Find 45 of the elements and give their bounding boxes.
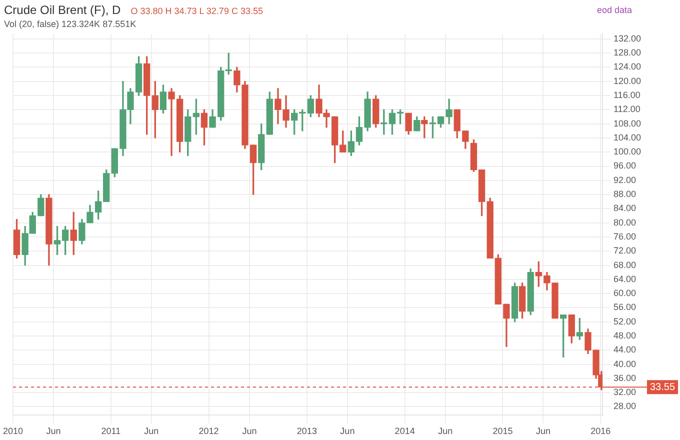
y-tick-label: 128.00 (613, 48, 642, 58)
y-tick-label: 60.00 (613, 288, 636, 298)
y-tick-label: 124.00 (613, 62, 642, 72)
y-tick-label: 52.00 (613, 316, 636, 326)
x-tick-label: 2015 (492, 426, 513, 436)
y-tick-label: 36.00 (613, 372, 636, 383)
y-tick-label: 76.00 (613, 231, 636, 242)
x-tick-label: Jun (46, 426, 61, 436)
x-tick-label: 2012 (198, 426, 219, 436)
y-tick-label: 48.00 (613, 330, 636, 340)
x-tick-label: Jun (144, 426, 159, 436)
text: O 33.80 H 34.73 L 32.79 C 33.55 (130, 6, 263, 16)
y-tick-label: 132.00 (613, 33, 642, 44)
y-tick-label: 84.00 (613, 203, 636, 214)
x-tick-label: 2016 (590, 426, 611, 436)
y-tick-label: 108.00 (613, 118, 642, 128)
y-tick-label: 28.00 (613, 401, 636, 412)
y-tick-label: 32.00 (613, 387, 636, 398)
y-tick-label: 40.00 (613, 358, 636, 369)
y-tick-label: 92.00 (613, 174, 636, 185)
chart-title: Crude Oil Brent (F), D (4, 3, 121, 17)
y-tick-label: 104.00 (613, 132, 642, 142)
x-tick-label: 2011 (101, 426, 121, 436)
y-tick-label: 64.00 (613, 274, 636, 284)
y-tick-label: 120.00 (613, 76, 642, 86)
y-tick-label: 96.00 (613, 160, 636, 171)
y-tick-label: 56.00 (613, 302, 636, 312)
x-tick-label: Jun (438, 426, 453, 436)
y-tick-label: 88.00 (613, 189, 636, 200)
x-tick-label: 2014 (394, 426, 415, 436)
x-tick-label: 2013 (296, 426, 317, 436)
x-tick-label: Jun (340, 426, 355, 436)
y-tick-label: 44.00 (613, 344, 636, 355)
text: Vol (20, false) 123.324K 87.551K (4, 19, 136, 29)
y-tick-label: 112.00 (613, 104, 640, 114)
text: eod data (596, 5, 632, 15)
y-tick-label: 68.00 (613, 260, 636, 270)
y-tick-label: 116.00 (613, 90, 640, 100)
y-tick-label: 72.00 (613, 246, 636, 256)
x-tick-label: Jun (536, 426, 550, 436)
x-tick-label: Jun (242, 426, 257, 436)
x-tick-label: 2010 (2, 426, 24, 436)
ref-line-label: 33.55 (650, 382, 676, 393)
y-tick-label: 100.00 (613, 146, 642, 157)
y-tick-label: 80.00 (613, 217, 636, 228)
